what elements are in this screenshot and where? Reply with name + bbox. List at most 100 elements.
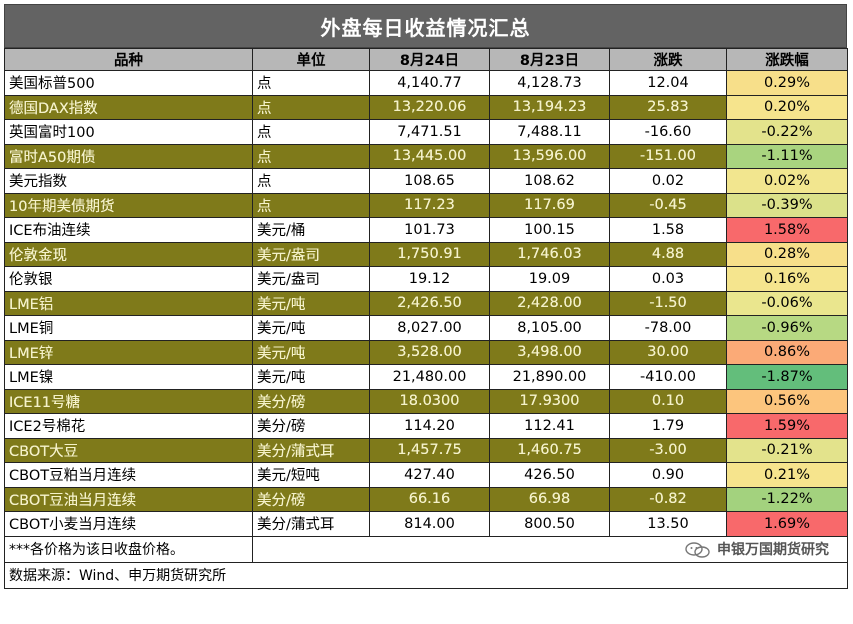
variety-cell: CBOT大豆 bbox=[4, 437, 253, 463]
note-text: ***各价格为该日收盘价格。 bbox=[4, 535, 253, 563]
aug24-cell: 7,471.51 bbox=[369, 119, 490, 145]
change-cell: -0.82 bbox=[609, 486, 727, 512]
unit-cell: 点 bbox=[252, 143, 370, 169]
header-aug24: 8月24日 bbox=[369, 48, 490, 71]
unit-cell: 美分/蒲式耳 bbox=[252, 511, 370, 537]
table-row: CBOT豆油当月连续 美分/磅 66.16 66.98 -0.82 -1.22% bbox=[4, 486, 848, 512]
aug23-cell: 100.15 bbox=[489, 217, 610, 243]
table-row: ICE2号棉花 美分/磅 114.20 112.41 1.79 1.59% bbox=[4, 413, 848, 439]
unit-cell: 点 bbox=[252, 119, 370, 145]
aug24-cell: 814.00 bbox=[369, 511, 490, 537]
unit-cell: 美分/蒲式耳 bbox=[252, 437, 370, 463]
table-row: 10年期美债期货点 117.23 117.69 -0.45 -0.39% bbox=[4, 192, 848, 218]
change-pct-cell: 0.28% bbox=[726, 241, 848, 267]
change-pct-cell: -1.11% bbox=[726, 143, 848, 169]
note-row: ***各价格为该日收盘价格。 申银万国期货研究 bbox=[4, 535, 848, 563]
unit-cell: 点 bbox=[252, 192, 370, 218]
table-row: 伦敦金现 美元/盎司 1,750.91 1,746.03 4.88 0.28% bbox=[4, 241, 848, 267]
change-pct-cell: 0.02% bbox=[726, 168, 848, 194]
aug23-cell: 1,746.03 bbox=[489, 241, 610, 267]
change-cell: 25.83 bbox=[609, 94, 727, 120]
table-row: LME锌 美元/吨 3,528.00 3,498.00 30.00 0.86% bbox=[4, 339, 848, 365]
brand-text: 申银万国期货研究 bbox=[717, 542, 829, 558]
change-cell: 13.50 bbox=[609, 511, 727, 537]
variety-cell: LME铝 bbox=[4, 290, 253, 316]
aug23-cell: 8,105.00 bbox=[489, 315, 610, 341]
change-pct-cell: 0.16% bbox=[726, 266, 848, 292]
variety-cell: 美国标普500 bbox=[4, 70, 253, 96]
header-aug23: 8月23日 bbox=[489, 48, 610, 71]
change-cell: -78.00 bbox=[609, 315, 727, 341]
change-cell: 1.79 bbox=[609, 413, 727, 439]
change-cell: -151.00 bbox=[609, 143, 727, 169]
table-row: 德国DAX指数点 13,220.06 13,194.23 25.83 0.20% bbox=[4, 94, 848, 120]
aug24-cell: 13,220.06 bbox=[369, 94, 490, 120]
aug23-cell: 2,428.00 bbox=[489, 290, 610, 316]
aug24-cell: 1,457.75 bbox=[369, 437, 490, 463]
change-cell: 0.90 bbox=[609, 462, 727, 488]
change-cell: 0.02 bbox=[609, 168, 727, 194]
summary-sheet: 外盘每日收益情况汇总 品种 单位 8月24日 8月23日 涨跌 涨跌幅 美国标普… bbox=[4, 4, 848, 589]
table-row: 英国富时100 点 7,471.51 7,488.11 -16.60 -0.22% bbox=[4, 119, 848, 145]
unit-cell: 美元/吨 bbox=[252, 339, 370, 365]
table-body: 美国标普500 点 4,140.77 4,128.73 12.04 0.29% 德国DAX指… bbox=[4, 70, 848, 537]
change-pct-cell: 0.21% bbox=[726, 462, 848, 488]
change-pct-cell: -1.22% bbox=[726, 486, 848, 512]
aug24-cell: 114.20 bbox=[369, 413, 490, 439]
aug23-cell: 13,194.23 bbox=[489, 94, 610, 120]
aug23-cell: 800.50 bbox=[489, 511, 610, 537]
variety-cell: CBOT豆油当月连续 bbox=[4, 486, 253, 512]
aug23-cell: 7,488.11 bbox=[489, 119, 610, 145]
unit-cell: 美元/短吨 bbox=[252, 462, 370, 488]
change-pct-cell: 0.56% bbox=[726, 388, 848, 414]
aug24-cell: 19.12 bbox=[369, 266, 490, 292]
change-pct-cell: 0.86% bbox=[726, 339, 848, 365]
variety-cell: CBOT小麦当月连续 bbox=[4, 511, 253, 537]
aug23-cell: 19.09 bbox=[489, 266, 610, 292]
unit-cell: 美元/吨 bbox=[252, 315, 370, 341]
table-row: ICE11号糖 美分/磅 18.0300 17.9300 0.10 0.56% bbox=[4, 388, 848, 414]
change-cell: 0.10 bbox=[609, 388, 727, 414]
change-pct-cell: 1.59% bbox=[726, 413, 848, 439]
variety-cell: 英国富时100 bbox=[4, 119, 253, 145]
variety-cell: ICE11号糖 bbox=[4, 388, 253, 414]
aug23-cell: 108.62 bbox=[489, 168, 610, 194]
aug23-cell: 17.9300 bbox=[489, 388, 610, 414]
variety-cell: LME铜 bbox=[4, 315, 253, 341]
aug24-cell: 4,140.77 bbox=[369, 70, 490, 96]
unit-cell: 美分/磅 bbox=[252, 388, 370, 414]
change-pct-cell: 1.58% bbox=[726, 217, 848, 243]
table-row: CBOT小麦当月连续 美分/蒲式耳 814.00 800.50 13.50 1.69% bbox=[4, 511, 848, 537]
aug23-cell: 112.41 bbox=[489, 413, 610, 439]
table-row: LME铝 美元/吨 2,426.50 2,428.00 -1.50 -0.06% bbox=[4, 290, 848, 316]
source-row: 数据来源：Wind、申万期货研究所 bbox=[4, 561, 848, 589]
aug23-cell: 13,596.00 bbox=[489, 143, 610, 169]
aug23-cell: 21,890.00 bbox=[489, 364, 610, 390]
variety-cell: ICE布油连续 bbox=[4, 217, 253, 243]
table-row: 美国标普500 点 4,140.77 4,128.73 12.04 0.29% bbox=[4, 70, 848, 96]
aug24-cell: 21,480.00 bbox=[369, 364, 490, 390]
unit-cell: 美元/桶 bbox=[252, 217, 370, 243]
table-row: LME铜 美元/吨 8,027.00 8,105.00 -78.00 -0.96% bbox=[4, 315, 848, 341]
wechat-icon bbox=[685, 542, 710, 558]
change-cell: 30.00 bbox=[609, 339, 727, 365]
change-pct-cell: -0.06% bbox=[726, 290, 848, 316]
source-text: 数据来源：Wind、申万期货研究所 bbox=[4, 561, 848, 589]
variety-cell: 伦敦银 bbox=[4, 266, 253, 292]
table-row: ICE布油连续 美元/桶 101.73 100.15 1.58 1.58% bbox=[4, 217, 848, 243]
change-pct-cell: 1.69% bbox=[726, 511, 848, 537]
aug23-cell: 1,460.75 bbox=[489, 437, 610, 463]
unit-cell: 美元/盎司 bbox=[252, 241, 370, 267]
change-pct-cell: -0.39% bbox=[726, 192, 848, 218]
change-pct-cell: -0.21% bbox=[726, 437, 848, 463]
aug24-cell: 101.73 bbox=[369, 217, 490, 243]
table-row: 伦敦银 美元/盎司 19.12 19.09 0.03 0.16% bbox=[4, 266, 848, 292]
unit-cell: 美元/吨 bbox=[252, 364, 370, 390]
change-cell: -0.45 bbox=[609, 192, 727, 218]
header-change-pct: 涨跌幅 bbox=[726, 48, 848, 71]
unit-cell: 美元/吨 bbox=[252, 290, 370, 316]
aug24-cell: 3,528.00 bbox=[369, 339, 490, 365]
sheet-title: 外盘每日收益情况汇总 bbox=[4, 4, 847, 48]
aug24-cell: 427.40 bbox=[369, 462, 490, 488]
change-cell: 0.03 bbox=[609, 266, 727, 292]
